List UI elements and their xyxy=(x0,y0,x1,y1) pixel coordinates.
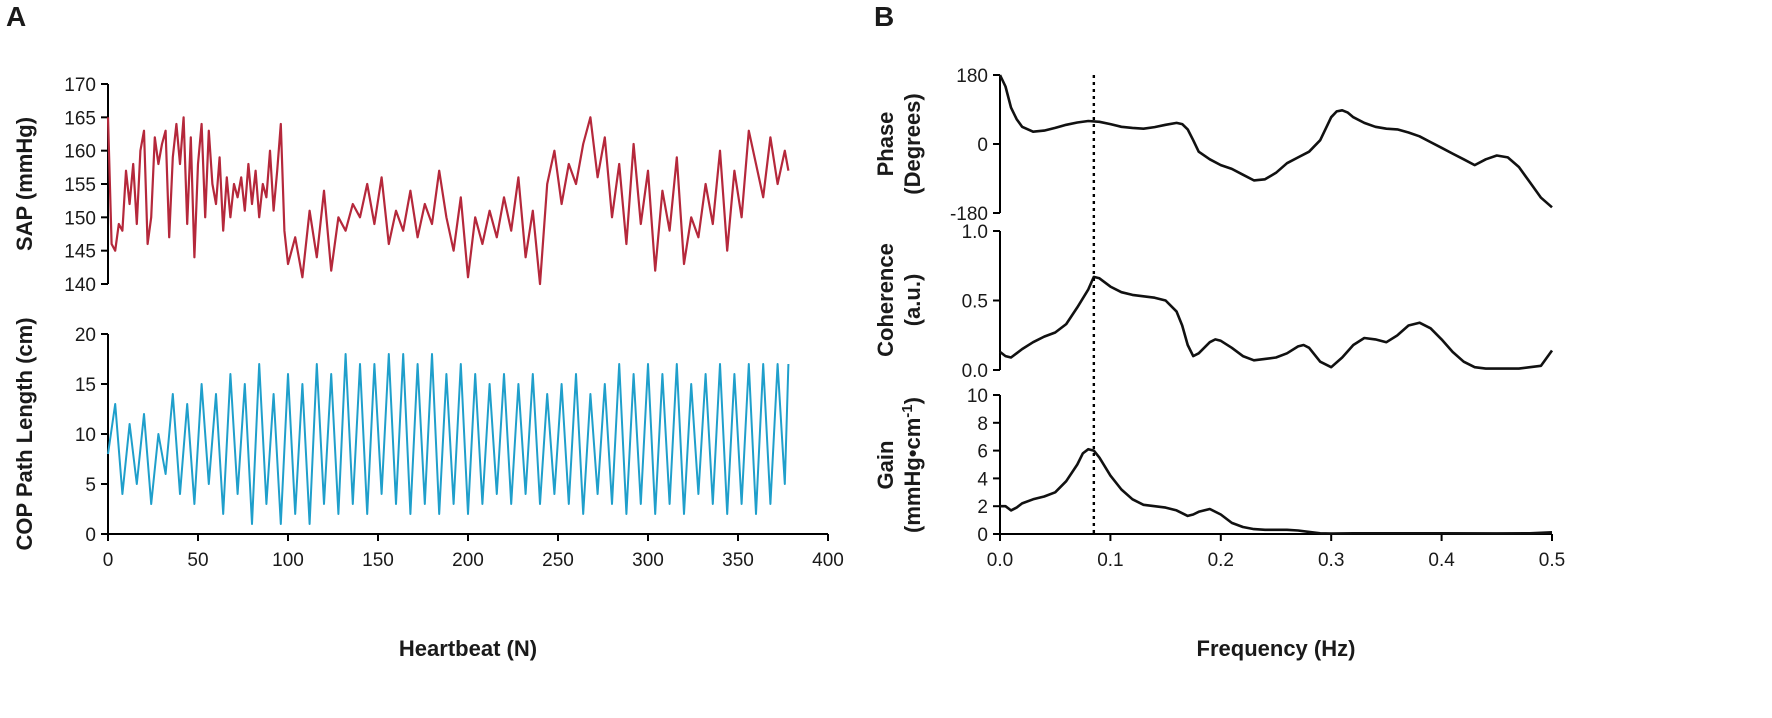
y-tick-label: 10 xyxy=(75,425,96,446)
cop-series-line xyxy=(107,353,790,525)
x-tick-label: 400 xyxy=(812,550,844,571)
phase-y-title-line2: (Degrees) xyxy=(900,93,925,194)
y-tick-label: 2 xyxy=(977,497,988,518)
y-tick-label: 150 xyxy=(64,208,96,229)
y-tick-label: 0 xyxy=(977,525,988,546)
coherence-series-line xyxy=(999,275,1554,370)
phase-series-line xyxy=(998,74,1553,209)
x-tick-label: 250 xyxy=(542,550,574,571)
gain-x-ticks: 0.0 0.1 0.2 0.3 0.4 0.5 xyxy=(987,534,1565,571)
y-tick-label: 20 xyxy=(75,325,96,346)
x-tick-label: 0.0 xyxy=(987,550,1013,571)
sap-y-axis-title: SAP (mmHg) xyxy=(12,117,37,251)
x-tick-label: 150 xyxy=(362,550,394,571)
x-tick-label: 350 xyxy=(722,550,754,571)
cop-x-ticks: 0 50 100 150 200 250 300 350 400 xyxy=(103,534,844,571)
cop-x-axis-title: Heartbeat (N) xyxy=(399,636,537,661)
x-tick-label: 100 xyxy=(272,550,304,571)
y-tick-label: 165 xyxy=(64,108,96,129)
y-tick-label: 140 xyxy=(64,275,96,296)
y-tick-label: 0 xyxy=(977,135,988,156)
y-tick-label: 0 xyxy=(85,525,96,546)
y-tick-label: 0.5 xyxy=(962,292,988,313)
coherence-chart: 0.0 0.5 1.0 Coherence (a.u.) xyxy=(873,222,1554,382)
coherence-y-ticks: 0.0 0.5 1.0 xyxy=(962,222,1000,382)
y-tick-label: 160 xyxy=(64,142,96,163)
gain-series-line xyxy=(1000,447,1553,535)
y-tick-label: 155 xyxy=(64,175,96,196)
coherence-y-title-line1: Coherence xyxy=(873,243,898,357)
gain-y-ticks: 0 2 4 6 8 10 xyxy=(967,386,1000,546)
sap-y-ticks: 140 145 150 155 160 165 170 xyxy=(64,75,108,296)
coherence-y-title-line2: (a.u.) xyxy=(900,274,925,327)
y-tick-label: 10 xyxy=(967,386,988,407)
gain-y-title-line1: Gain xyxy=(873,441,898,490)
x-tick-label: 0.4 xyxy=(1428,550,1455,571)
x-tick-label: 300 xyxy=(632,550,664,571)
gain-y-title-line2: (mmHg•cm-1) xyxy=(899,397,925,533)
y-tick-label: 6 xyxy=(977,442,988,463)
x-tick-label: 200 xyxy=(452,550,484,571)
x-tick-label: 0.2 xyxy=(1208,550,1234,571)
x-tick-label: 0 xyxy=(103,550,114,571)
gain-x-axis-title: Frequency (Hz) xyxy=(1197,636,1356,661)
x-tick-label: 50 xyxy=(187,550,208,571)
y-tick-label: -180 xyxy=(950,204,988,225)
cop-y-ticks: 0 5 10 15 20 xyxy=(75,325,108,546)
gain-chart: 0 2 4 6 8 10 0.0 0.1 0.2 0.3 0.4 0.5 Gain (mmHg•cm… xyxy=(873,386,1565,661)
y-tick-label: 15 xyxy=(75,375,96,396)
y-tick-label: 4 xyxy=(977,469,988,490)
gain-y-title-exponent: -1 xyxy=(899,404,916,417)
y-tick-label: 170 xyxy=(64,75,96,96)
x-tick-label: 0.3 xyxy=(1318,550,1344,571)
panel-label-a: A xyxy=(6,1,26,32)
cop-chart: 0 5 10 15 20 0 50 100 150 200 250 300 350 400 COP Pa… xyxy=(12,317,844,661)
panel-label-b: B xyxy=(874,1,894,32)
cop-y-axis-title: COP Path Length (cm) xyxy=(12,317,37,550)
y-tick-label: 8 xyxy=(977,414,988,435)
phase-y-ticks: -180 0 180 xyxy=(950,66,1000,225)
phase-y-title-line1: Phase xyxy=(873,112,898,177)
x-tick-label: 0.1 xyxy=(1097,550,1123,571)
y-tick-label: 5 xyxy=(85,475,96,496)
y-tick-label: 1.0 xyxy=(962,222,988,243)
phase-chart: -180 0 180 Phase (Degrees) xyxy=(873,66,1553,225)
gain-y-title-unit: (mmHg•cm xyxy=(900,418,925,533)
x-tick-label: 0.5 xyxy=(1539,550,1565,571)
sap-series-line xyxy=(106,116,790,286)
y-tick-label: 145 xyxy=(64,242,96,263)
y-tick-label: 0.0 xyxy=(962,361,988,382)
gain-y-title-close: ) xyxy=(900,397,925,404)
y-tick-label: 180 xyxy=(956,66,988,87)
sap-chart: 140 145 150 155 160 165 170 SAP (mmHg) xyxy=(12,75,790,296)
